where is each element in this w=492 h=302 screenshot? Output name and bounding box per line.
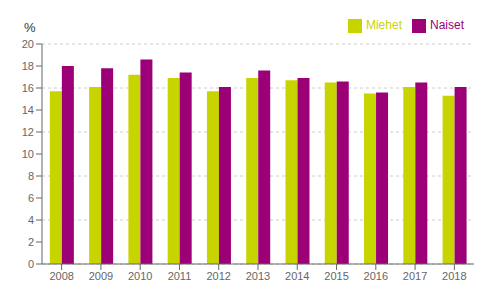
svg-text:2011: 2011 [168, 270, 192, 282]
svg-text:0: 0 [28, 258, 34, 270]
svg-text:2010: 2010 [128, 270, 152, 282]
svg-text:2017: 2017 [403, 270, 427, 282]
html-text:Miehet: Miehet [366, 18, 402, 32]
svg-text:8: 8 [28, 170, 34, 182]
svg-text:2012: 2012 [206, 270, 230, 282]
svg-text:6: 6 [28, 192, 34, 204]
svg-text:10: 10 [22, 148, 34, 160]
html-text:Naiset: Naiset [430, 18, 464, 32]
svg-text:18: 18 [22, 60, 34, 72]
svg-text:4: 4 [28, 214, 34, 226]
svg-text:2015: 2015 [324, 270, 348, 282]
svg-text:2008: 2008 [49, 270, 73, 282]
svg-text:14: 14 [22, 104, 34, 116]
svg-text:2018: 2018 [442, 270, 466, 282]
svg-text:12: 12 [22, 126, 34, 138]
svg-text:2009: 2009 [89, 270, 113, 282]
svg-text:2: 2 [28, 236, 34, 248]
svg-text:2013: 2013 [246, 270, 270, 282]
svg-text:2016: 2016 [364, 270, 388, 282]
svg-text:2014: 2014 [285, 270, 309, 282]
svg-text:20: 20 [22, 38, 34, 50]
svg-text:16: 16 [22, 82, 34, 94]
